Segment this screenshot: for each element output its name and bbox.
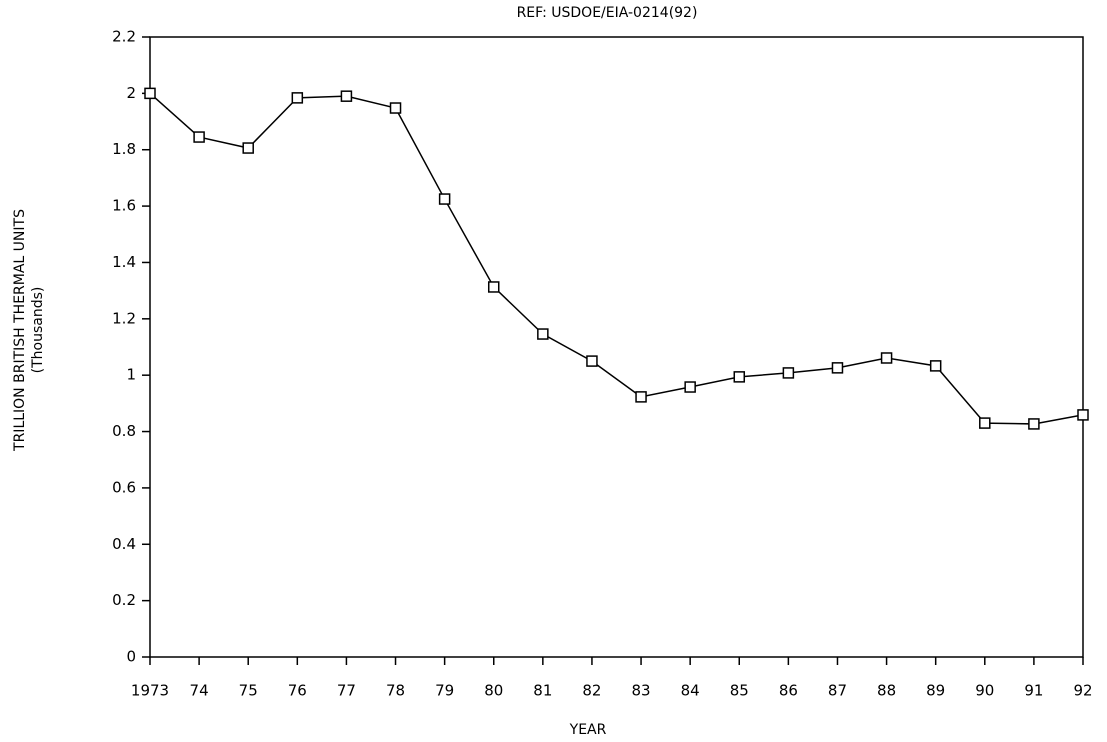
- x-tick-label: 91: [1024, 682, 1043, 700]
- y-tick-label: 0.8: [112, 422, 136, 440]
- marker: [242, 142, 254, 154]
- marker: [438, 193, 451, 205]
- marker: [537, 328, 549, 340]
- marker: [144, 87, 156, 100]
- x-tick-label: 82: [582, 682, 601, 700]
- marker: [340, 90, 353, 102]
- marker: [831, 362, 844, 374]
- y-tick-label: 1: [126, 366, 136, 384]
- marker: [193, 131, 205, 143]
- chart-subtitle: REF: USDOE/EIA-0214(92): [517, 5, 698, 21]
- y-axis-label: TRILLION BRITISH THERMAL UNITS: [12, 209, 28, 452]
- line: [149, 92, 1084, 425]
- x-tick-label: 85: [730, 682, 749, 700]
- x-axis-label: YEAR: [569, 722, 607, 738]
- y-tick-label: 1.6: [112, 197, 136, 215]
- x-tick-label: 76: [288, 682, 307, 700]
- y-tick-label: 1.8: [112, 140, 136, 158]
- marker: [389, 102, 402, 114]
- y-tick-label: 1.4: [112, 253, 136, 271]
- marker: [487, 281, 500, 293]
- y-tick-label: 1.2: [112, 309, 136, 327]
- marker: [684, 381, 696, 393]
- x-tick-label: 83: [632, 682, 651, 700]
- x-tick-label: 78: [386, 682, 405, 700]
- marker: [1028, 418, 1040, 430]
- x-tick-label: 81: [533, 682, 552, 700]
- y-tick-label: 2.2: [112, 28, 136, 46]
- marker: [291, 92, 304, 104]
- y-tick-label: 2: [126, 84, 136, 102]
- marker: [586, 355, 598, 367]
- marker: [929, 360, 942, 372]
- marker: [782, 367, 795, 379]
- x-tick-label: 75: [239, 682, 258, 700]
- x-tick-label: 79: [435, 682, 454, 700]
- marker: [733, 371, 746, 383]
- marker: [635, 391, 647, 403]
- x-tick-label: 74: [190, 682, 209, 700]
- x-tick-label: 84: [681, 682, 700, 700]
- x-tick-label: 87: [828, 682, 847, 700]
- marker: [880, 352, 893, 364]
- x-tick-label: 80: [484, 682, 503, 700]
- x-tick-label: 86: [779, 682, 798, 700]
- y-tick-label: 0.4: [112, 535, 136, 553]
- x-tick-label: 1973: [131, 682, 169, 700]
- x-tick-label: 92: [1073, 682, 1092, 700]
- y-tick-label: 0.6: [112, 478, 136, 496]
- plot-frame: [149, 36, 1084, 658]
- y-tick-label: 0: [126, 648, 136, 666]
- x-tick-label: 90: [975, 682, 994, 700]
- x-tick-label: 88: [877, 682, 896, 700]
- marker: [979, 417, 991, 429]
- marker: [1077, 409, 1089, 421]
- y-tick-label: 0.2: [112, 591, 136, 609]
- x-tick-label: 77: [337, 682, 356, 700]
- x-tick-label: 89: [926, 682, 945, 700]
- y-axis-label: (Thousands): [30, 287, 46, 374]
